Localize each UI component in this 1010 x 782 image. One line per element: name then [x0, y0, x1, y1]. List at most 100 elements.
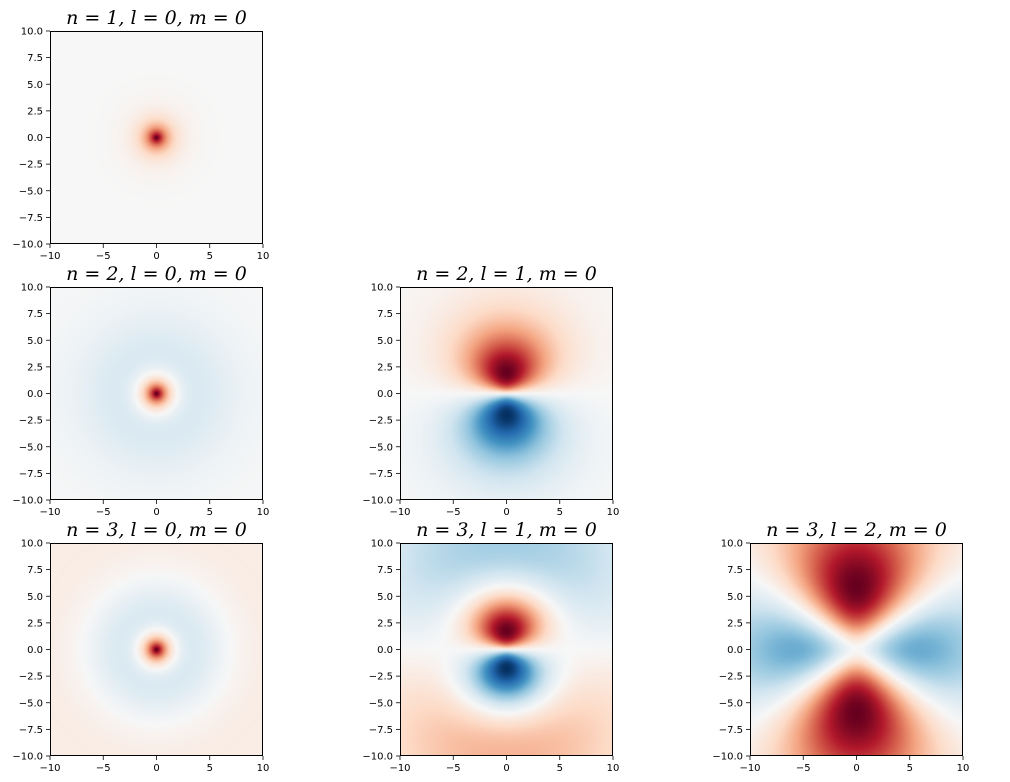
y-tick-label: 2.5	[377, 362, 393, 373]
y-tick-label: −10.0	[12, 240, 43, 251]
y-tick-label: 7.5	[27, 309, 43, 320]
panel-title: n = 2, l = 1, m = 0	[416, 263, 597, 285]
y-tick-label: 0.0	[27, 389, 43, 400]
x-tick-label: −5	[96, 507, 111, 518]
density-image	[50, 287, 263, 500]
y-tick-label: 0.0	[377, 389, 393, 400]
x-tick-label: −10	[389, 507, 410, 518]
panel-title: n = 2, l = 0, m = 0	[66, 263, 247, 285]
x-tick-label: 0	[503, 507, 509, 518]
plot-area: −10 −5 0 5 10 10.0 7.5 5.0 2.5 0.0 −2.5 −5.0 −7.5 −10…	[362, 283, 620, 519]
x-tick-label: 10	[607, 507, 620, 518]
axes-frame	[50, 287, 263, 500]
y-tick-label: 10.0	[371, 539, 393, 550]
y-tick-label: 5.0	[27, 592, 43, 603]
axes-frame	[50, 543, 263, 756]
x-tick-label: −5	[96, 251, 111, 262]
y-tick-label: 0.0	[27, 645, 43, 656]
y-tick-label: −5.0	[719, 698, 743, 709]
y-tick-label: 2.5	[27, 362, 43, 373]
x-tick-label: −5	[446, 763, 461, 774]
plot-area: −10 −5 0 5 10 10.0 7.5 5.0 2.5 0.0 −2.5 −5.0 −7.5 −10…	[712, 539, 970, 775]
y-tick-label: −7.5	[719, 725, 743, 736]
x-tick-label: −10	[389, 763, 410, 774]
x-tick-label: −5	[446, 507, 461, 518]
x-tick-label: 5	[907, 763, 913, 774]
x-tick-label: −10	[39, 763, 60, 774]
y-tick-label: −5.0	[19, 186, 43, 197]
plot-area: −10 −5 0 5 10 10.0 7.5 5.0 2.5 0.0 −2.5 −5.0 −7.5 −10…	[12, 539, 270, 775]
panel-n3-l2-m0: n = 3, l = 2, m = 0 −10 −5 0 5 10 10.0 7.5 5.0 2…	[700, 512, 1010, 782]
y-tick-label: 0.0	[377, 645, 393, 656]
plot-area: −10 −5 0 5 10 10.0 7.5 5.0 2.5 0.0 −2.5 −5.0 −7.5 −10…	[362, 539, 620, 775]
x-tick-label: 10	[957, 763, 970, 774]
y-tick-label: 10.0	[21, 283, 43, 294]
y-tick-label: −7.5	[369, 725, 393, 736]
axes-frame	[750, 543, 963, 756]
y-tick-label: −2.5	[19, 672, 43, 683]
y-tick-label: −5.0	[369, 442, 393, 453]
y-tick-label: 10.0	[21, 539, 43, 550]
density-image	[50, 543, 263, 756]
x-tick-label: −10	[39, 507, 60, 518]
x-tick-label: 5	[557, 763, 563, 774]
y-tick-label: 0.0	[27, 133, 43, 144]
y-tick-label: −10.0	[362, 752, 393, 763]
y-tick-label: 2.5	[377, 618, 393, 629]
y-tick-label: −7.5	[19, 213, 43, 224]
y-tick-label: −2.5	[19, 416, 43, 427]
y-tick-label: 5.0	[27, 336, 43, 347]
x-tick-label: 0	[153, 763, 159, 774]
density-image	[750, 543, 963, 756]
plot-area: −10 −5 0 5 10 10.0 7.5 5.0 2.5 0.0 −2.5 −5.0 −7.5 −10…	[12, 283, 270, 519]
x-tick-label: −10	[39, 251, 60, 262]
y-tick-label: 0.0	[727, 645, 743, 656]
x-tick-label: 0	[153, 507, 159, 518]
y-tick-label: −7.5	[369, 469, 393, 480]
panel-n1-l0-m0: n = 1, l = 0, m = 0 −10 −5 0 5 10 10.0 7.5 5.0 2…	[0, 0, 310, 270]
y-tick-label: 2.5	[727, 618, 743, 629]
panel-title: n = 3, l = 1, m = 0	[416, 519, 597, 541]
y-tick-label: 10.0	[21, 27, 43, 38]
y-tick-label: −5.0	[19, 442, 43, 453]
x-tick-label: −5	[96, 763, 111, 774]
y-tick-label: −7.5	[19, 469, 43, 480]
y-tick-label: −7.5	[19, 725, 43, 736]
x-tick-label: 0	[153, 251, 159, 262]
panel-title: n = 1, l = 0, m = 0	[66, 7, 247, 29]
y-tick-label: 7.5	[377, 309, 393, 320]
x-tick-label: 5	[207, 507, 213, 518]
density-image	[50, 31, 263, 244]
y-tick-label: 5.0	[27, 80, 43, 91]
x-tick-label: 10	[607, 763, 620, 774]
x-tick-label: 10	[257, 507, 270, 518]
y-tick-label: −2.5	[369, 416, 393, 427]
panel-n3-l0-m0: n = 3, l = 0, m = 0 −10 −5 0 5 10 10.0 7.5 5.0 2…	[0, 512, 310, 782]
y-tick-label: −2.5	[19, 160, 43, 171]
y-tick-label: −2.5	[719, 672, 743, 683]
y-tick-label: 7.5	[27, 53, 43, 64]
panel-title: n = 3, l = 0, m = 0	[66, 519, 247, 541]
plot-area: −10 −5 0 5 10 10.0 7.5 5.0 2.5 0.0 −2.5 −5.0 −7.5 −10…	[12, 27, 269, 263]
y-tick-label: 2.5	[27, 618, 43, 629]
y-tick-label: 2.5	[27, 106, 43, 117]
y-tick-label: 5.0	[727, 592, 743, 603]
y-tick-label: 5.0	[377, 592, 393, 603]
y-tick-label: −2.5	[369, 672, 393, 683]
density-image	[400, 543, 613, 756]
y-tick-label: 7.5	[377, 565, 393, 576]
y-tick-label: −10.0	[12, 496, 43, 507]
x-tick-label: 5	[207, 763, 213, 774]
y-tick-label: 5.0	[377, 336, 393, 347]
y-tick-label: −10.0	[362, 496, 393, 507]
x-tick-label: −10	[739, 763, 760, 774]
y-tick-label: −5.0	[369, 698, 393, 709]
x-tick-label: 0	[853, 763, 859, 774]
x-tick-label: 10	[257, 763, 270, 774]
x-tick-label: −5	[796, 763, 811, 774]
panel-n2-l0-m0: n = 2, l = 0, m = 0 −10 −5 0 5 10 10.0 7.5 5.0 2…	[0, 256, 310, 526]
density-image	[400, 287, 613, 500]
y-tick-label: 10.0	[721, 539, 743, 550]
y-tick-label: −10.0	[712, 752, 743, 763]
